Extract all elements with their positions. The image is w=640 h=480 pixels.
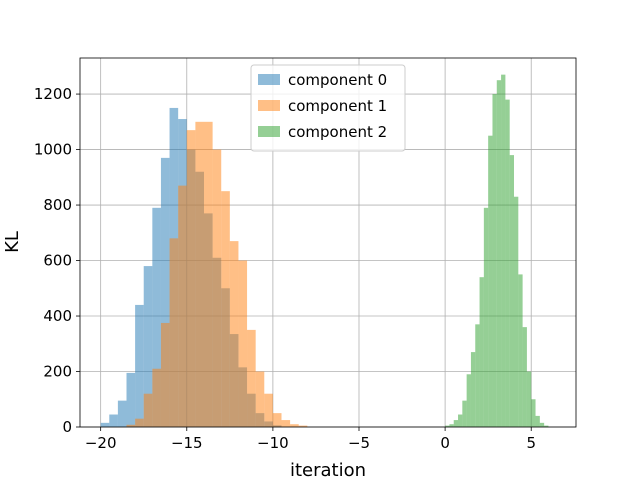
x-tick-label: −15 xyxy=(171,434,203,452)
histogram-bar xyxy=(475,324,480,427)
histogram-bar xyxy=(126,372,136,427)
histogram-bar xyxy=(479,277,484,427)
y-tick-label: 800 xyxy=(43,196,72,214)
histogram-bar xyxy=(496,80,502,427)
y-tick-label: 400 xyxy=(43,307,72,325)
x-tick-label: 5 xyxy=(526,434,536,452)
legend-label: component 2 xyxy=(288,123,387,141)
histogram-bar xyxy=(514,196,519,427)
histogram-bar xyxy=(195,121,204,428)
histogram-bar xyxy=(238,260,248,427)
legend-label: component 1 xyxy=(288,97,387,115)
histogram-bar xyxy=(152,207,161,427)
legend-swatch xyxy=(258,126,280,137)
histogram-bar xyxy=(518,274,523,427)
legend-label: component 0 xyxy=(288,71,387,89)
y-tick-label: 1000 xyxy=(34,141,72,159)
histogram-bar xyxy=(462,400,467,427)
histogram-bar xyxy=(526,371,532,427)
histogram-bar xyxy=(143,266,153,427)
histogram-bar xyxy=(483,207,489,427)
histogram-bar xyxy=(221,191,230,427)
histogram-bar xyxy=(298,425,308,427)
histogram-bar xyxy=(109,414,118,427)
series-2-bars xyxy=(445,74,549,428)
y-tick-label: 200 xyxy=(43,363,72,381)
histogram-bar xyxy=(126,424,136,427)
histogram-bar xyxy=(531,399,536,427)
y-tick-label: 0 xyxy=(62,418,72,436)
histogram-bar xyxy=(466,374,471,427)
histogram-bar xyxy=(204,121,213,428)
histogram-bar xyxy=(117,400,127,427)
legend-swatch xyxy=(258,74,280,85)
histogram-bar xyxy=(290,424,299,427)
histogram-bar xyxy=(178,185,187,427)
histogram-bar xyxy=(509,155,514,427)
y-axis-ticks: 0 200 400 600 800 1000 1200 xyxy=(34,85,80,436)
x-tick-label: −10 xyxy=(257,434,289,452)
histogram-bar xyxy=(160,157,170,427)
histogram-bar xyxy=(247,329,256,427)
y-tick-label: 600 xyxy=(43,252,72,270)
histogram-bar xyxy=(152,368,161,427)
plot-frame xyxy=(79,57,577,428)
series-1-bars xyxy=(126,121,308,428)
histogram-bar xyxy=(186,130,196,427)
histogram-bar xyxy=(160,322,170,427)
histogram-bar xyxy=(535,415,540,427)
histogram-bar xyxy=(169,238,179,427)
histogram-bars xyxy=(100,74,549,428)
histogram-bar xyxy=(143,393,153,427)
histogram-bar xyxy=(505,99,510,427)
histogram-bar xyxy=(212,149,222,427)
x-axis-ticks: −20 −15 −10 −5 0 5 xyxy=(85,427,536,452)
histogram-bar xyxy=(458,414,463,427)
histogram-bar xyxy=(135,304,144,427)
histogram-bar xyxy=(255,371,265,427)
histogram-bar xyxy=(522,327,527,427)
histogram-bar xyxy=(229,241,239,427)
histogram-bar xyxy=(272,413,282,427)
x-axis-label: iteration xyxy=(290,460,366,480)
legend: component 0 component 1 component 2 xyxy=(250,64,406,152)
legend-swatch xyxy=(258,100,280,111)
histogram-bar xyxy=(470,352,476,427)
histogram-bar xyxy=(135,418,144,427)
legend-box xyxy=(250,64,406,152)
histogram-bar xyxy=(539,422,545,427)
histogram-bar xyxy=(445,425,450,427)
histogram-bar xyxy=(264,393,273,427)
histogram-bar xyxy=(501,74,506,428)
x-tick-label: −20 xyxy=(85,434,117,452)
y-tick-label: 1200 xyxy=(34,85,72,103)
histogram-bar xyxy=(492,94,497,427)
histogram-bar xyxy=(453,420,459,427)
histogram-bar xyxy=(281,420,291,427)
y-axis-label: KL xyxy=(2,231,23,253)
histogram-bar xyxy=(544,425,549,427)
x-tick-label: −5 xyxy=(348,434,370,452)
x-tick-label: 0 xyxy=(440,434,450,452)
histogram-bar xyxy=(100,422,110,427)
histogram-bar xyxy=(488,135,493,427)
histogram-bar xyxy=(449,424,454,427)
